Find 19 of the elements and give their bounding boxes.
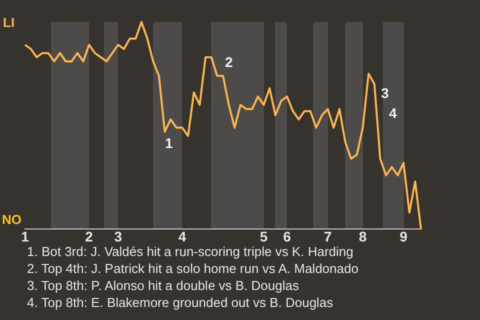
x-tick-label: 7 — [324, 228, 332, 244]
x-tick-label: 1 — [21, 228, 30, 244]
text: 2. Top 4th: J. Patrick hit a solo home run vs A. Maldonado — [27, 260, 358, 277]
x-tick-label: 5 — [260, 228, 268, 244]
x-tick-label: 4 — [178, 228, 186, 244]
annotation: 3 — [381, 85, 389, 101]
annotation: 2 — [225, 54, 233, 70]
text: NO — [2, 212, 22, 227]
x-tick-label: 9 — [400, 228, 408, 244]
x-tick-label: 3 — [114, 228, 122, 244]
text: 4. Top 8th: E. Blakemore grounded out vs B. Douglas — [27, 294, 334, 311]
x-tick-label: 2 — [85, 228, 94, 244]
annotation: 4 — [389, 105, 397, 121]
text: LI — [3, 15, 15, 30]
x-tick-label: 8 — [358, 228, 367, 244]
x-tick-label: 6 — [283, 228, 292, 244]
text: 3. Top 8th: P. Alonso hit a double vs B. Douglas — [27, 277, 300, 294]
text: 1. Bot 3rd: J. Valdés hit a run-scoring triple vs K. Harding — [27, 243, 354, 260]
annotation: 1 — [165, 135, 173, 151]
